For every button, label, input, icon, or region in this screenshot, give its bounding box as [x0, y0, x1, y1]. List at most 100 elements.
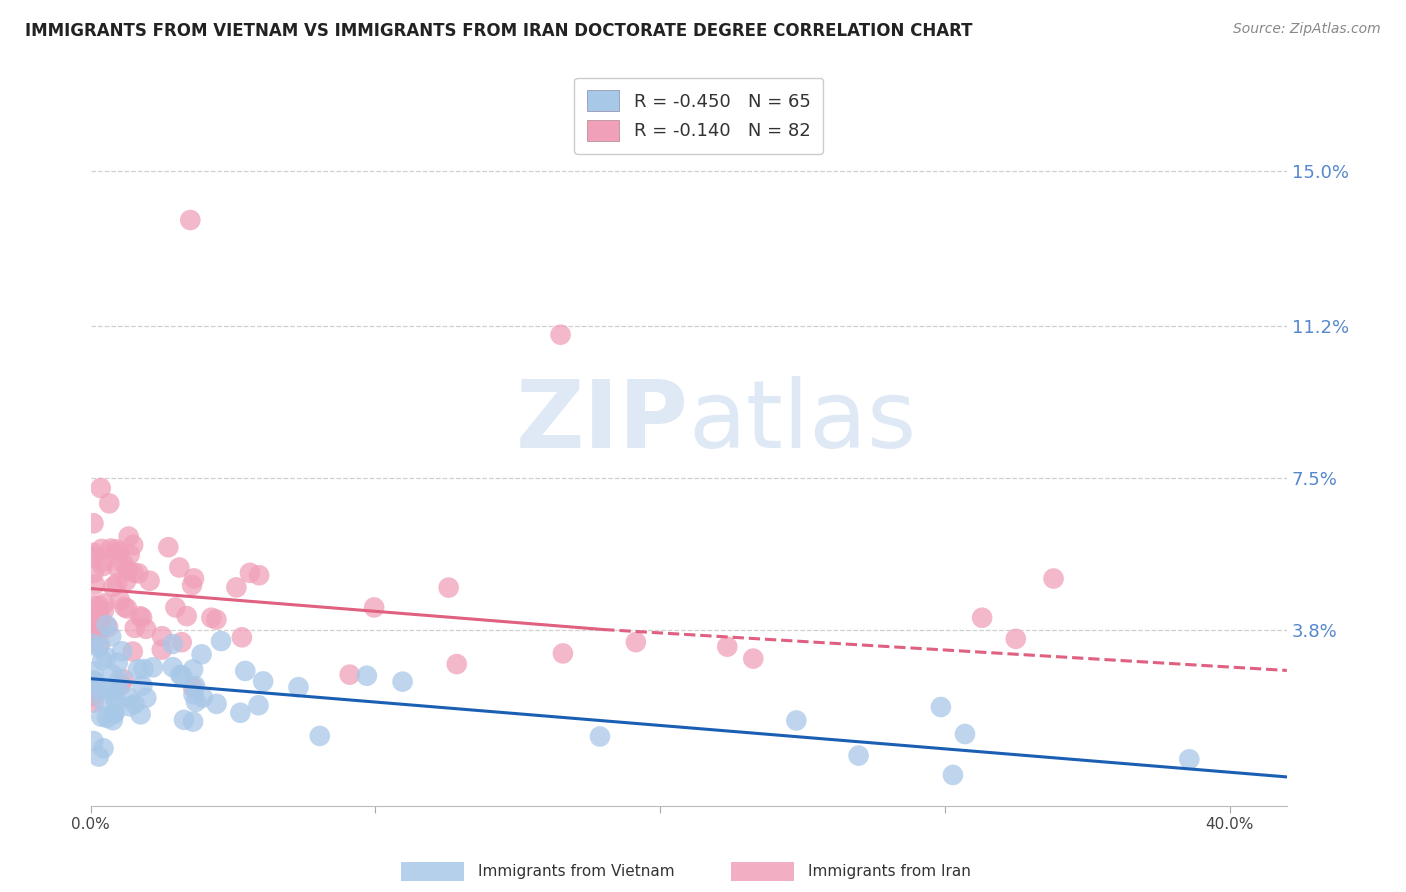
- Point: [247, 698, 270, 713]
- Point: [91, 559, 114, 574]
- Point: [90, 691, 112, 706]
- Point: [117, 530, 139, 544]
- Point: [170, 635, 193, 649]
- Point: [209, 634, 232, 648]
- Point: [589, 730, 612, 744]
- Point: [225, 580, 247, 594]
- Point: [112, 556, 135, 570]
- Point: [550, 327, 572, 342]
- Point: [716, 640, 738, 654]
- Point: [129, 609, 152, 624]
- Point: [229, 706, 252, 720]
- Point: [117, 690, 139, 705]
- Point: [87, 607, 110, 621]
- Point: [96, 711, 118, 725]
- Point: [82, 637, 104, 651]
- Point: [82, 546, 104, 560]
- Point: [108, 593, 131, 607]
- Point: [83, 696, 105, 710]
- Point: [93, 597, 115, 611]
- Point: [103, 706, 125, 721]
- Point: [112, 672, 135, 686]
- Point: [91, 554, 114, 568]
- Point: [90, 481, 112, 495]
- Point: [129, 707, 152, 722]
- Point: [131, 610, 153, 624]
- Point: [150, 629, 173, 643]
- Point: [100, 541, 122, 556]
- Point: [624, 635, 647, 649]
- Point: [848, 748, 870, 763]
- Point: [135, 690, 157, 705]
- Point: [127, 566, 149, 581]
- Point: [93, 741, 115, 756]
- Point: [339, 667, 361, 681]
- Point: [118, 548, 141, 562]
- Point: [87, 749, 110, 764]
- Point: [96, 650, 118, 665]
- Point: [785, 714, 807, 728]
- Point: [82, 689, 104, 703]
- Point: [103, 688, 125, 702]
- Point: [90, 541, 112, 556]
- Point: [247, 568, 270, 582]
- Point: [105, 542, 128, 557]
- Point: [287, 680, 309, 694]
- Point: [127, 662, 149, 676]
- Point: [231, 630, 253, 644]
- Point: [929, 700, 952, 714]
- Point: [252, 674, 274, 689]
- Point: [115, 601, 138, 615]
- Point: [101, 713, 124, 727]
- Point: [87, 640, 110, 655]
- Point: [191, 690, 214, 705]
- Point: [356, 669, 378, 683]
- Point: [183, 571, 205, 585]
- Point: [87, 602, 110, 616]
- Point: [105, 681, 128, 695]
- Point: [115, 574, 138, 588]
- Point: [953, 727, 976, 741]
- Point: [142, 660, 165, 674]
- Point: [308, 729, 330, 743]
- Point: [184, 695, 207, 709]
- Point: [82, 665, 104, 679]
- Point: [117, 563, 139, 577]
- Point: [87, 624, 110, 638]
- Point: [205, 613, 228, 627]
- Point: [1178, 752, 1201, 766]
- Point: [98, 684, 121, 698]
- Point: [446, 657, 468, 671]
- Text: Immigrants from Iran: Immigrants from Iran: [808, 864, 972, 879]
- Point: [82, 599, 104, 613]
- Point: [91, 653, 114, 667]
- Point: [108, 672, 131, 686]
- Point: [82, 566, 104, 580]
- Point: [972, 611, 994, 625]
- Point: [87, 618, 110, 632]
- Point: [132, 662, 155, 676]
- Point: [107, 656, 129, 670]
- Point: [181, 578, 204, 592]
- Point: [190, 648, 212, 662]
- Point: [108, 545, 131, 559]
- Point: [105, 560, 128, 574]
- Point: [233, 664, 256, 678]
- Point: [114, 599, 136, 614]
- Text: ZIP: ZIP: [516, 376, 689, 468]
- Point: [551, 647, 574, 661]
- Point: [239, 566, 262, 580]
- Point: [97, 620, 120, 634]
- Point: [138, 574, 160, 588]
- Point: [169, 560, 191, 574]
- Point: [172, 669, 194, 683]
- Point: [82, 619, 104, 633]
- Text: IMMIGRANTS FROM VIETNAM VS IMMIGRANTS FROM IRAN DOCTORATE DEGREE CORRELATION CHA: IMMIGRANTS FROM VIETNAM VS IMMIGRANTS FR…: [25, 22, 973, 40]
- Point: [437, 581, 460, 595]
- Legend: R = -0.450   N = 65, R = -0.140   N = 82: R = -0.450 N = 65, R = -0.140 N = 82: [574, 78, 824, 153]
- Point: [162, 660, 184, 674]
- Point: [135, 622, 157, 636]
- Point: [82, 617, 104, 632]
- Point: [184, 679, 207, 693]
- Point: [87, 614, 110, 628]
